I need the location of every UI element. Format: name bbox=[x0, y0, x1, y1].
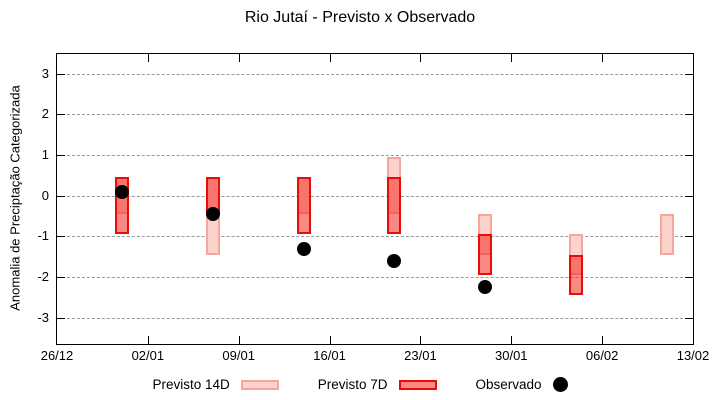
x-tick-mark bbox=[147, 336, 149, 344]
x-tick-mark bbox=[420, 336, 422, 344]
chart-title: Rio Jutaí - Previsto x Observado bbox=[244, 9, 476, 26]
observed-dot bbox=[114, 184, 129, 199]
x-tick-label: 09/01 bbox=[222, 348, 255, 363]
y-tick-label: -2 bbox=[37, 269, 49, 285]
x-tick-mark bbox=[329, 54, 331, 62]
legend-label-previsto-14d: Previsto 14D bbox=[152, 377, 230, 392]
x-tick-mark bbox=[420, 54, 422, 62]
y-tick-mark bbox=[685, 114, 693, 116]
x-tick-mark bbox=[238, 336, 240, 344]
x-tick-label: 13/02 bbox=[676, 348, 710, 363]
x-tick-mark bbox=[602, 336, 604, 344]
legend-item-previsto-14d: Previsto 14D bbox=[152, 377, 279, 392]
x-tick-mark bbox=[238, 54, 240, 62]
y-tick-label: -3 bbox=[37, 309, 49, 325]
x-tick-mark bbox=[147, 54, 149, 62]
legend-item-observado: Observado bbox=[476, 377, 568, 392]
observed-dot bbox=[205, 207, 220, 221]
y-tick-mark bbox=[685, 317, 693, 319]
x-tick-label: 23/01 bbox=[404, 348, 437, 363]
previsto-7d-swatch-icon bbox=[398, 379, 437, 390]
y-tick-mark bbox=[57, 114, 65, 116]
x-tick-label: 06/02 bbox=[585, 348, 619, 363]
x-tick-mark bbox=[602, 54, 604, 62]
observado-dot-icon bbox=[552, 377, 568, 392]
legend: Previsto 14D Previsto 7D Observado bbox=[0, 377, 720, 392]
forecast-7d-bar bbox=[387, 177, 402, 235]
y-tick-mark bbox=[57, 195, 65, 197]
forecast-7d-bar bbox=[296, 177, 311, 235]
forecast-7d-bar bbox=[478, 234, 493, 275]
y-tick-mark bbox=[685, 155, 693, 157]
gridline bbox=[57, 195, 693, 197]
forecast-7d-bar bbox=[569, 254, 584, 296]
y-tick-mark bbox=[685, 195, 693, 197]
y-tick-label: 3 bbox=[41, 65, 49, 81]
y-tick-mark bbox=[57, 236, 65, 238]
x-tick-label: 30/01 bbox=[495, 348, 528, 363]
gridline bbox=[57, 155, 693, 157]
y-tick-label: 1 bbox=[41, 147, 49, 163]
y-tick-mark bbox=[685, 236, 693, 238]
x-tick-label: 02/01 bbox=[131, 348, 165, 363]
x-tick-mark bbox=[511, 54, 513, 62]
y-tick-label: 0 bbox=[41, 187, 49, 203]
y-tick-label: -1 bbox=[37, 228, 49, 244]
x-tick-mark bbox=[511, 336, 513, 344]
gridline bbox=[57, 114, 693, 116]
observed-dot bbox=[387, 253, 402, 268]
y-tick-mark bbox=[57, 317, 65, 319]
y-tick-mark bbox=[57, 155, 65, 157]
legend-label-observado: Observado bbox=[475, 377, 542, 392]
legend-item-previsto-7d: Previsto 7D bbox=[318, 377, 437, 392]
x-tick-label: 16/01 bbox=[313, 348, 346, 363]
y-tick-mark bbox=[57, 277, 65, 279]
y-tick-mark bbox=[57, 73, 65, 75]
x-tick-label: 26/12 bbox=[40, 348, 74, 363]
x-tick-mark bbox=[329, 336, 331, 344]
y-tick-mark bbox=[685, 73, 693, 75]
forecast-14d-bar bbox=[660, 214, 675, 255]
observed-dot bbox=[296, 241, 311, 256]
previsto-14d-swatch-icon bbox=[240, 379, 279, 390]
y-tick-mark bbox=[685, 277, 693, 279]
gridline bbox=[57, 317, 693, 319]
gridline bbox=[57, 236, 693, 238]
legend-label-previsto-7d: Previsto 7D bbox=[317, 377, 388, 392]
observed-dot bbox=[478, 280, 493, 295]
y-tick-label: 2 bbox=[41, 106, 49, 122]
plot-area: 3 2 1 0 -1 -2 -3 26/12 02/01 09/01 16/01 23/01 30/01… bbox=[37, 53, 709, 363]
gridline bbox=[57, 73, 693, 75]
gridline bbox=[57, 277, 693, 279]
